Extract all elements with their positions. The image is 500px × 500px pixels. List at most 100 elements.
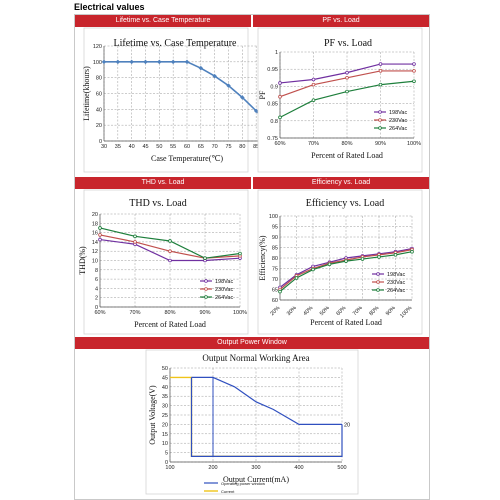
efficiency-x-label: Percent of Rated Load <box>310 318 382 327</box>
pf-xtick: 100% <box>407 141 421 147</box>
thd-ytick: 14 <box>92 240 98 246</box>
efficiency-chart-title: Efficiency vs. Load <box>306 198 384 209</box>
window-xtick: 100 <box>165 465 174 471</box>
thd-point <box>98 237 102 242</box>
pf-ytick: 0.85 <box>267 102 278 108</box>
lifetime-xtick: 30 <box>101 144 107 150</box>
efficiency-point <box>360 257 365 261</box>
efficiency-ytick: 75 <box>272 267 278 273</box>
pf-point <box>345 76 349 80</box>
window-panel <box>145 349 359 495</box>
efficiency-ytick: 90 <box>272 235 278 241</box>
thd-ytick: 4 <box>95 286 98 292</box>
window-xtick: 500 <box>337 465 346 471</box>
pf-y-label: PF <box>258 90 267 99</box>
pf-xtick: 80% <box>341 141 352 147</box>
lifetime-ytick: 80 <box>96 76 102 82</box>
pf-chart-title: PF vs. Load <box>324 38 372 49</box>
efficiency-ytick: 95 <box>272 225 278 231</box>
lifetime-xtick: 60 <box>184 144 190 150</box>
lifetime-xtick: 85 <box>253 144 259 150</box>
window-xtick: 400 <box>294 465 303 471</box>
pf-legend-label: 264Vac <box>389 126 407 132</box>
lifetime-xtick: 45 <box>142 144 148 150</box>
efficiency-ytick: 100 <box>269 214 278 220</box>
thd-ytick: 10 <box>92 259 98 265</box>
window-ytick: 35 <box>162 394 168 400</box>
lifetime-xtick: 75 <box>225 144 231 150</box>
lifetime-ytick: 20 <box>96 123 102 129</box>
lifetime-xtick: 55 <box>170 144 176 150</box>
lifetime-point <box>240 95 245 100</box>
thd-y-label: THD(%) <box>78 246 87 275</box>
efficiency-legend-marker <box>376 288 380 292</box>
pf-point <box>278 115 282 120</box>
window-ytick: 40 <box>162 385 168 391</box>
lifetime-xtick: 40 <box>129 144 135 150</box>
lifetime-point <box>170 59 176 65</box>
thd-legend-label: 198Vac <box>215 279 233 285</box>
pf-point <box>378 69 383 73</box>
lifetime-xtick: 35 <box>115 144 121 150</box>
lifetime-ytick: 0 <box>99 139 102 145</box>
thd-ytick: 0 <box>95 305 98 311</box>
efficiency-ytick: 60 <box>272 298 278 304</box>
efficiency-ytick: 80 <box>272 256 278 262</box>
pf-point <box>311 98 316 102</box>
pf-point <box>278 81 282 85</box>
efficiency-y-label: Efficiency(%) <box>258 235 267 280</box>
page-heading: Electrical values <box>74 2 145 12</box>
efficiency-ytick: 65 <box>272 288 278 294</box>
thd-legend-label: 264Vac <box>215 295 233 301</box>
pf-point <box>412 69 416 73</box>
pf-point <box>345 70 349 75</box>
efficiency-legend-marker <box>376 272 380 276</box>
section-bar-pf: PF vs. Load <box>253 15 429 27</box>
section-bar-efficiency: Efficiency vs. Load <box>253 177 429 189</box>
efficiency-point <box>410 249 414 254</box>
section-bar-lifetime: Lifetime vs. Case Temperature <box>75 15 251 27</box>
window-ytick: 30 <box>162 404 168 410</box>
lifetime-point <box>129 59 134 65</box>
lifetime-point <box>157 59 162 65</box>
lifetime-panel <box>83 27 249 173</box>
thd-ytick: 20 <box>92 212 98 218</box>
pf-ytick: 0.95 <box>267 67 278 73</box>
lifetime-ytick: 60 <box>96 92 102 98</box>
efficiency-ytick: 85 <box>272 246 278 252</box>
window-chart-title: Output Normal Working Area <box>202 353 309 363</box>
pf-legend-marker <box>378 118 382 122</box>
pf-point <box>378 82 383 87</box>
window-ytick: 20 <box>162 422 168 428</box>
thd-ytick: 12 <box>92 249 98 255</box>
thd-point <box>238 251 242 256</box>
pf-point <box>278 94 282 99</box>
pf-legend-marker <box>378 110 382 114</box>
window-legend-label-power: Operating power window <box>221 481 265 486</box>
window-annotation: 20 <box>344 422 350 428</box>
lifetime-point <box>101 59 107 65</box>
lifetime-xtick: 80 <box>239 144 245 150</box>
window-ytick: 0 <box>165 460 168 466</box>
thd-xtick: 80% <box>164 310 175 316</box>
thd-ytick: 16 <box>92 231 98 237</box>
thd-point <box>168 239 172 243</box>
pf-x-label: Percent of Rated Load <box>311 151 383 160</box>
window-xtick: 200 <box>208 465 217 471</box>
thd-xtick: 60% <box>94 310 105 316</box>
lifetime-x-label: Case Temperature(℃) <box>151 154 223 163</box>
lifetime-ytick: 120 <box>93 44 102 50</box>
thd-legend-marker <box>204 279 208 283</box>
efficiency-ytick: 70 <box>272 277 278 283</box>
window-x-label: Output Current(mA) <box>223 475 289 484</box>
lifetime-xtick: 50 <box>156 144 162 150</box>
pf-ytick: 0.9 <box>270 84 278 90</box>
window-ytick: 10 <box>162 441 168 447</box>
lifetime-xtick: 65 <box>198 144 204 150</box>
window-y-label: Output Voltage(V) <box>148 385 157 445</box>
efficiency-point <box>311 267 315 272</box>
thd-point <box>98 233 102 237</box>
pf-point <box>311 82 316 87</box>
window-ytick: 50 <box>162 366 168 372</box>
window-ytick: 25 <box>162 413 168 419</box>
